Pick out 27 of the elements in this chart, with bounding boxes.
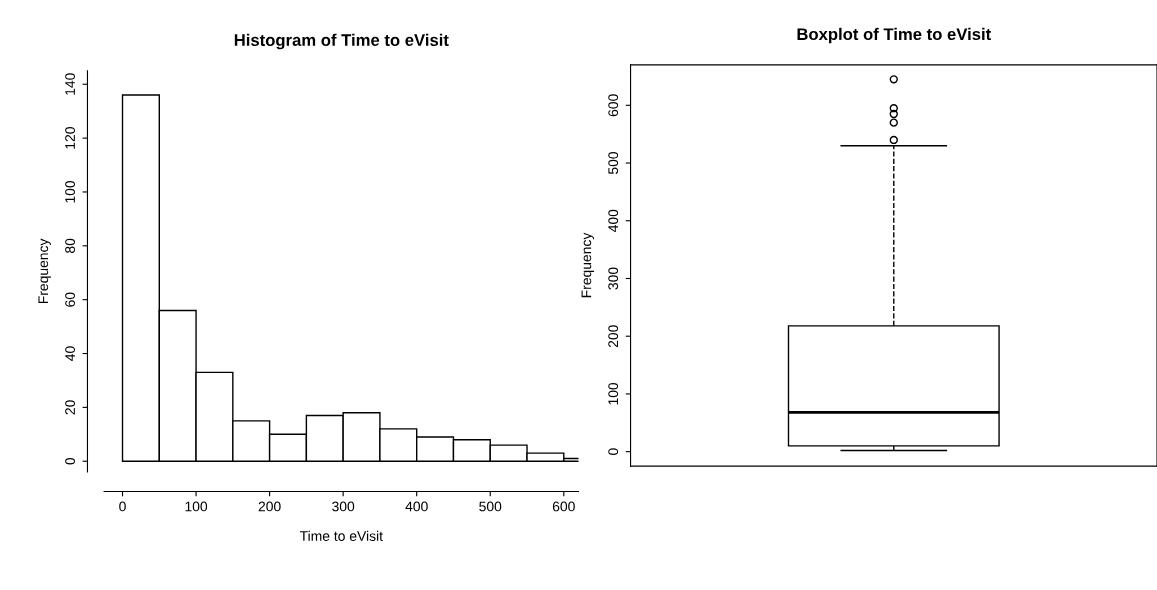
- y-tick-label: 500: [608, 151, 619, 175]
- y-tick-label: 300: [608, 267, 619, 290]
- x-tick-label: 0: [119, 501, 126, 512]
- chart-title: Histogram of Time to eVisit: [234, 33, 449, 50]
- y-tick-label: 120: [65, 127, 75, 149]
- y-axis-title: Frequency: [581, 232, 595, 298]
- x-tick-label: 600: [552, 501, 575, 512]
- x-tick-label: 400: [405, 501, 428, 512]
- y-tick-label: 100: [608, 382, 619, 405]
- y-tick-label: 140: [65, 73, 75, 95]
- y-tick-label: 20: [65, 400, 75, 415]
- x-tick-label: 300: [332, 501, 355, 512]
- x-tick-label: 500: [479, 501, 502, 512]
- x-tick-label: 200: [258, 501, 281, 512]
- y-tick-label: 0: [608, 448, 619, 455]
- y-tick-label: 0: [65, 457, 75, 465]
- y-tick-label: 60: [65, 292, 75, 307]
- x-axis-title: Time to eVisit: [299, 530, 383, 541]
- y-tick-label: 600: [608, 94, 619, 117]
- y-tick-label: 400: [608, 209, 619, 233]
- y-tick-label: 200: [608, 325, 619, 348]
- y-tick-label: 100: [65, 180, 75, 203]
- chart-title: Boxplot of Time to eVisit: [797, 27, 991, 44]
- y-tick-label: 80: [65, 238, 75, 253]
- y-axis-title: Frequency: [38, 238, 51, 304]
- x-tick-label: 100: [185, 501, 208, 512]
- y-tick-label: 40: [65, 346, 75, 361]
